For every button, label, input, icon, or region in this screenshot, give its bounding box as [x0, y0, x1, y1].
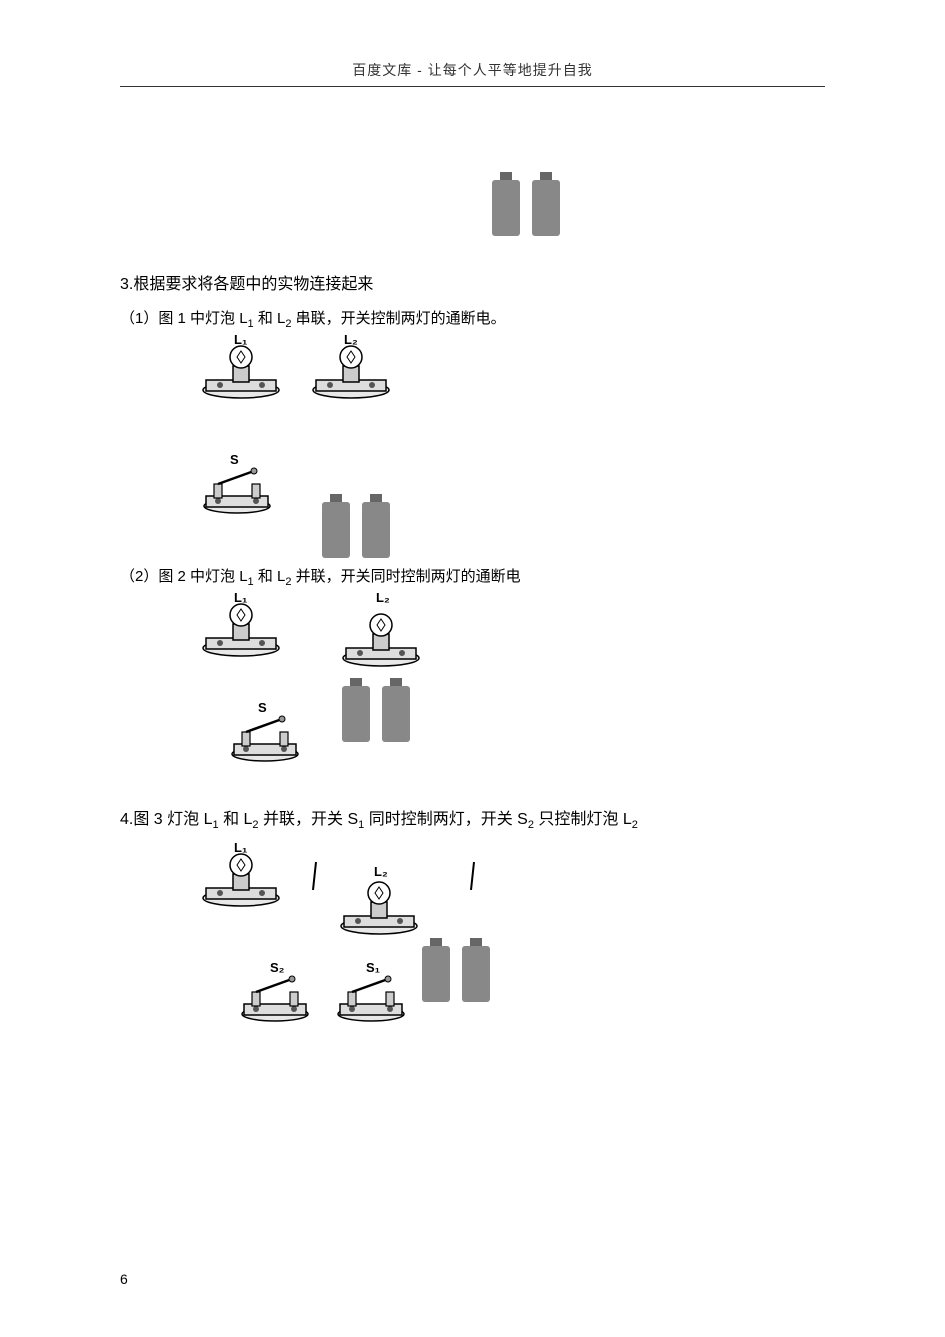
battery-pair-icon — [320, 494, 394, 560]
diagram-q3-2: L₁ L₂ — [120, 592, 825, 792]
question-3-sub2: （2）图 2 中灯泡 L1 和 L2 并联，开关同时控制两灯的通断电 — [120, 564, 825, 592]
battery-pair-icon — [420, 938, 494, 1004]
sub-2d: 2 — [528, 819, 534, 831]
diagram-q4: L₁ L₂ — [120, 842, 825, 1052]
sub-1c: 1 — [212, 819, 218, 831]
switch-s-icon — [200, 466, 274, 514]
battery-pair-icon — [490, 172, 564, 238]
q3s1-text-a: （1）图 1 中灯泡 L — [120, 310, 248, 327]
bulb-l2-icon — [338, 610, 424, 668]
q3s2-text-c: 并联，开关同时控制两灯的通断电 — [296, 568, 521, 585]
diagram-q3-1: L₁ L₂ S — [120, 334, 825, 564]
label-s2: S₂ — [270, 960, 284, 975]
battery-pair-icon — [340, 678, 414, 744]
label-s1: S₁ — [366, 960, 380, 975]
tick-mark-icon — [470, 862, 478, 890]
q3s2-text-b: 和 L — [258, 568, 286, 585]
sub-2: 2 — [285, 318, 291, 330]
sub-1d: 1 — [358, 819, 364, 831]
bulb-l1-icon — [198, 850, 284, 908]
diagram-top-batteries — [120, 127, 825, 257]
q4-text-c: 并联，开关 S — [263, 811, 358, 828]
tick-mark-icon — [312, 862, 320, 890]
sub-1: 1 — [248, 318, 254, 330]
bulb-l1-icon — [198, 600, 284, 658]
switch-s1-icon — [334, 974, 408, 1022]
sub-2b: 2 — [285, 576, 291, 588]
question-3-title: 3.根据要求将各题中的实物连接起来 — [120, 271, 825, 298]
page: 百度文库 - 让每个人平等地提升自我 3.根据要求将各题中的实物连接起来 （1）… — [0, 0, 945, 1337]
bulb-l2-icon — [308, 342, 394, 400]
q4-text-a: 4.图 3 灯泡 L — [120, 811, 212, 828]
sub-2e: 2 — [632, 819, 638, 831]
q4-text-d: 同时控制两灯，开关 S — [369, 811, 528, 828]
q4-text-b: 和 L — [223, 811, 252, 828]
label-l2: L₂ — [376, 590, 390, 605]
label-s: S — [258, 700, 267, 715]
question-3-sub1: （1）图 1 中灯泡 L1 和 L2 串联，开关控制两灯的通断电。 — [120, 306, 825, 334]
page-number: 6 — [120, 1271, 128, 1287]
bulb-l1-icon — [198, 342, 284, 400]
q3s1-text-b: 和 L — [258, 310, 286, 327]
q3s2-text-a: （2）图 2 中灯泡 L — [120, 568, 248, 585]
q3s1-text-c: 串联，开关控制两灯的通断电。 — [296, 310, 506, 327]
header-text: 百度文库 - 让每个人平等地提升自我 — [352, 62, 592, 78]
q4-text-e: 只控制灯泡 L — [538, 811, 631, 828]
bulb-l2-icon — [336, 878, 422, 936]
switch-s2-icon — [238, 974, 312, 1022]
switch-s-icon — [228, 714, 302, 762]
label-l2: L₂ — [374, 864, 388, 879]
question-4-title: 4.图 3 灯泡 L1 和 L2 并联，开关 S1 同时控制两灯，开关 S2 只… — [120, 806, 825, 835]
page-header: 百度文库 - 让每个人平等地提升自我 — [120, 60, 825, 87]
sub-1b: 1 — [248, 576, 254, 588]
sub-2c: 2 — [252, 819, 258, 831]
label-s: S — [230, 452, 239, 467]
